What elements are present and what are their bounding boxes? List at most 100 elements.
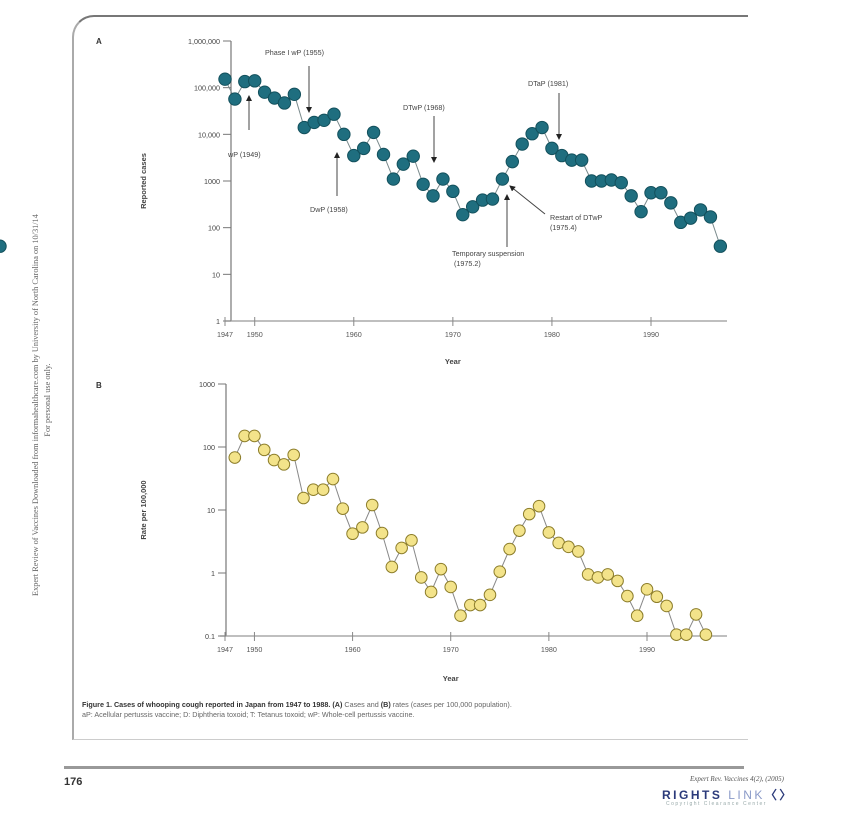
data-point — [248, 429, 261, 443]
x-tick-label: 1947 — [217, 645, 233, 654]
x-axis-label: Year — [443, 674, 459, 683]
data-point — [347, 148, 361, 163]
data-point — [356, 141, 371, 156]
annotation-label: Temporary suspension — [452, 249, 524, 258]
y-axis-label: Reported cases — [139, 153, 148, 209]
data-point — [406, 149, 420, 163]
x-tick-label: 1980 — [541, 645, 557, 654]
data-point — [337, 127, 351, 142]
data-point — [522, 507, 536, 521]
journal-citation: Expert Rev. Vaccines 4(2), (2005) — [690, 775, 784, 783]
data-point — [515, 137, 529, 151]
data-point — [416, 177, 430, 191]
data-point — [287, 448, 300, 462]
data-point — [630, 609, 644, 623]
annotation-label-line2: (1975.2) — [454, 259, 481, 268]
annotation-arrow — [509, 185, 546, 215]
data-point — [703, 210, 718, 224]
y-tick-label: 1 — [211, 569, 215, 578]
y-tick-label: 1000 — [204, 177, 220, 186]
data-point — [456, 207, 470, 222]
data-point — [465, 200, 480, 214]
data-point — [375, 526, 389, 540]
data-point — [535, 120, 549, 135]
data-point — [660, 599, 673, 613]
data-point — [495, 172, 510, 186]
data-point — [424, 585, 438, 599]
data-point — [689, 608, 703, 621]
data-point — [248, 74, 262, 88]
data-point — [473, 598, 487, 612]
y-axis-label: Rate per 100,000 — [139, 480, 148, 539]
data-point — [228, 92, 242, 106]
y-tick-label: 1000 — [199, 380, 215, 389]
data-point — [574, 153, 589, 167]
data-point — [532, 499, 546, 513]
y-tick-label: 1 — [216, 317, 220, 326]
y-tick-label: 10 — [207, 506, 215, 515]
data-point — [277, 458, 291, 471]
x-tick-label: 1950 — [246, 645, 262, 654]
figure-frame — [72, 15, 748, 740]
data-point — [621, 589, 634, 603]
data-point — [297, 491, 310, 505]
x-tick-label: 1947 — [217, 330, 233, 339]
caption-title: Figure 1. Cases of whooping cough report… — [82, 700, 343, 709]
rightslink-logo[interactable]: RIGHTS LINK〈〉 — [662, 786, 794, 803]
data-point — [0, 239, 7, 253]
annotation-label: Restart of DTwP — [550, 213, 603, 222]
data-point — [634, 204, 648, 219]
data-point — [572, 545, 585, 558]
annotation-label: DTaP (1981) — [528, 79, 568, 88]
data-point — [664, 196, 678, 210]
data-point — [327, 107, 341, 121]
data-point — [365, 498, 379, 512]
data-point — [493, 565, 507, 578]
data-point — [542, 526, 556, 539]
data-point — [356, 521, 369, 534]
y-tick-label: 10,000 — [198, 130, 220, 139]
data-point — [693, 203, 708, 217]
footer-rule — [64, 766, 744, 769]
y-tick-label: 10 — [212, 270, 220, 279]
panel-a: A 1 10 100 1000 10,000 100,000 1,000,000 1947 195… — [0, 37, 728, 366]
data-point — [316, 483, 330, 497]
data-point — [650, 590, 664, 604]
data-point — [395, 541, 408, 555]
caption-text1: Cases and — [342, 700, 381, 709]
data-point — [366, 125, 381, 140]
data-point — [713, 239, 728, 253]
data-point — [405, 534, 418, 547]
data-point — [654, 186, 668, 200]
data-point — [218, 72, 232, 86]
data-point — [317, 113, 331, 127]
data-point — [513, 524, 526, 537]
page-number: 176 — [64, 776, 83, 788]
data-point — [326, 472, 340, 486]
data-point — [483, 588, 497, 602]
x-axis-label: Year — [445, 357, 461, 366]
data-point — [336, 502, 350, 515]
panel-label: A — [96, 37, 102, 46]
x-tick-label: 1960 — [346, 330, 362, 339]
rightslink-dark: RIGHTS — [662, 788, 723, 802]
data-point — [601, 568, 615, 581]
series-line — [224, 78, 721, 247]
caption-abbreviations: aP: Acellular pertussis vaccine; D: Diph… — [82, 710, 415, 719]
download-notice-line2: For personal use only. — [43, 363, 52, 436]
data-point — [376, 147, 391, 162]
data-point — [446, 184, 460, 199]
data-point — [346, 527, 359, 541]
caption-b-label: (B) — [380, 700, 391, 709]
data-point — [640, 583, 654, 596]
data-point — [386, 172, 401, 186]
y-tick-label: 0.1 — [205, 632, 215, 641]
data-point — [614, 175, 628, 190]
caption-text2: rates (cases per 100,000 population). — [390, 700, 512, 709]
data-point — [436, 172, 450, 186]
x-tick-label: 1990 — [639, 645, 655, 654]
data-point — [699, 628, 713, 641]
y-tick-label: 100,000 — [194, 84, 220, 93]
data-point — [624, 189, 638, 203]
data-point — [485, 192, 500, 206]
